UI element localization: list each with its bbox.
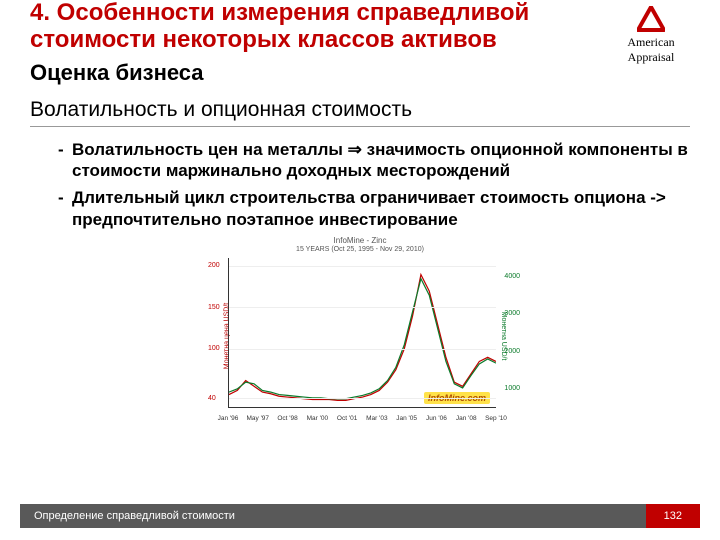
chart-title: InfoMine - Zinc (190, 236, 530, 245)
x-tick: Mar '00 (307, 415, 328, 422)
y-tick-left: 40 (208, 395, 216, 402)
y-tick-right: 1000 (504, 385, 520, 392)
y-tick-left: 200 (208, 262, 220, 269)
x-tick: May '97 (246, 415, 269, 422)
x-tick: Oct '01 (337, 415, 357, 422)
logo-text-2: Appraisal (612, 51, 690, 64)
slide-subtitle: Оценка бизнеса (30, 60, 612, 86)
y-tick-right: 2000 (504, 348, 520, 355)
y-tick-left: 150 (208, 304, 220, 311)
slide-title: 4. Особенности измерения справедливой ст… (30, 0, 612, 54)
x-tick: Sep '10 (485, 415, 507, 422)
logo-triangle-icon (612, 4, 690, 34)
logo-text-1: American (612, 36, 690, 49)
x-tick: Mar '03 (366, 415, 387, 422)
slide-footer: Определение справедливой стоимости 132 (0, 504, 720, 528)
bullet-item: Длительный цикл строительства ограничива… (58, 187, 690, 230)
y-tick-left: 100 (208, 345, 220, 352)
section-heading: Волатильность и опционная стоимость (30, 98, 690, 127)
bullet-item: Волатильность цен на металлы ⇒ значимост… (58, 139, 690, 182)
x-tick: Oct '98 (277, 415, 297, 422)
footer-text: Определение справедливой стоимости (20, 504, 646, 528)
x-tick: Jun '06 (426, 415, 447, 422)
page-number: 132 (646, 504, 700, 528)
price-chart: InfoMine - Zinc 15 YEARS (Oct 25, 1995 -… (190, 236, 530, 436)
x-tick: Jan '05 (396, 415, 417, 422)
x-tick: Jan '08 (456, 415, 477, 422)
company-logo: American Appraisal (612, 0, 690, 63)
y-tick-right: 3000 (504, 310, 520, 317)
x-tick: Jan '96 (218, 415, 239, 422)
chart-plot-area: InfoMine.com (228, 258, 496, 408)
chart-subtitle: 15 YEARS (Oct 25, 1995 - Nov 29, 2010) (190, 246, 530, 253)
bullet-list: Волатильность цен на металлы ⇒ значимост… (30, 139, 690, 230)
y-tick-right: 4000 (504, 273, 520, 280)
